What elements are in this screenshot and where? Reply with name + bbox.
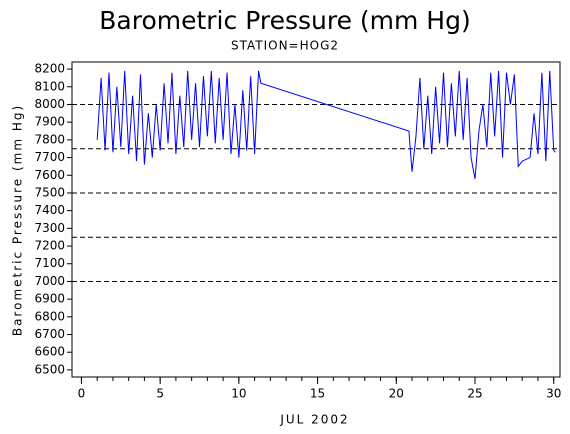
data-line bbox=[96, 70, 556, 179]
x-tick-label: 10 bbox=[231, 387, 246, 401]
chart-title: Barometric Pressure (mm Hg) bbox=[99, 6, 470, 35]
plot-frame bbox=[71, 61, 561, 378]
y-tick-label: 7500 bbox=[34, 185, 65, 199]
y-tick-label: 6900 bbox=[34, 292, 65, 306]
y-tick-label: 7600 bbox=[34, 168, 65, 182]
y-tick-label: 7200 bbox=[34, 239, 65, 253]
y-tick-label: 8100 bbox=[34, 79, 65, 93]
chart-subtitle: STATION=HOG2 bbox=[231, 39, 339, 53]
y-tick-label: 6700 bbox=[34, 327, 65, 341]
y-tick-label: 8200 bbox=[34, 62, 65, 76]
y-tick-label: 7000 bbox=[34, 274, 65, 288]
y-tick-label: 7300 bbox=[34, 221, 65, 235]
x-tick-label: 5 bbox=[156, 387, 164, 401]
y-tick-label: 6500 bbox=[34, 362, 65, 376]
y-tick-label: 6600 bbox=[34, 345, 65, 359]
y-tick-label: 8000 bbox=[34, 97, 65, 111]
y-tick-label: 7800 bbox=[34, 132, 65, 146]
x-tick-label: 20 bbox=[389, 387, 404, 401]
y-tick-label: 7700 bbox=[34, 150, 65, 164]
x-tick-label: 25 bbox=[467, 387, 482, 401]
x-tick-label: 0 bbox=[78, 387, 86, 401]
x-tick-label: 30 bbox=[546, 387, 561, 401]
x-axis-label: JUL 2002 bbox=[279, 413, 349, 427]
y-tick-label: 7400 bbox=[34, 203, 65, 217]
x-tick-label: 15 bbox=[310, 387, 325, 401]
y-tick-label: 6800 bbox=[34, 309, 65, 323]
y-tick-label: 7100 bbox=[34, 256, 65, 270]
y-tick-label: 7900 bbox=[34, 115, 65, 129]
y-axis-label: Barometric Pressure (mm Hg) bbox=[11, 104, 25, 336]
